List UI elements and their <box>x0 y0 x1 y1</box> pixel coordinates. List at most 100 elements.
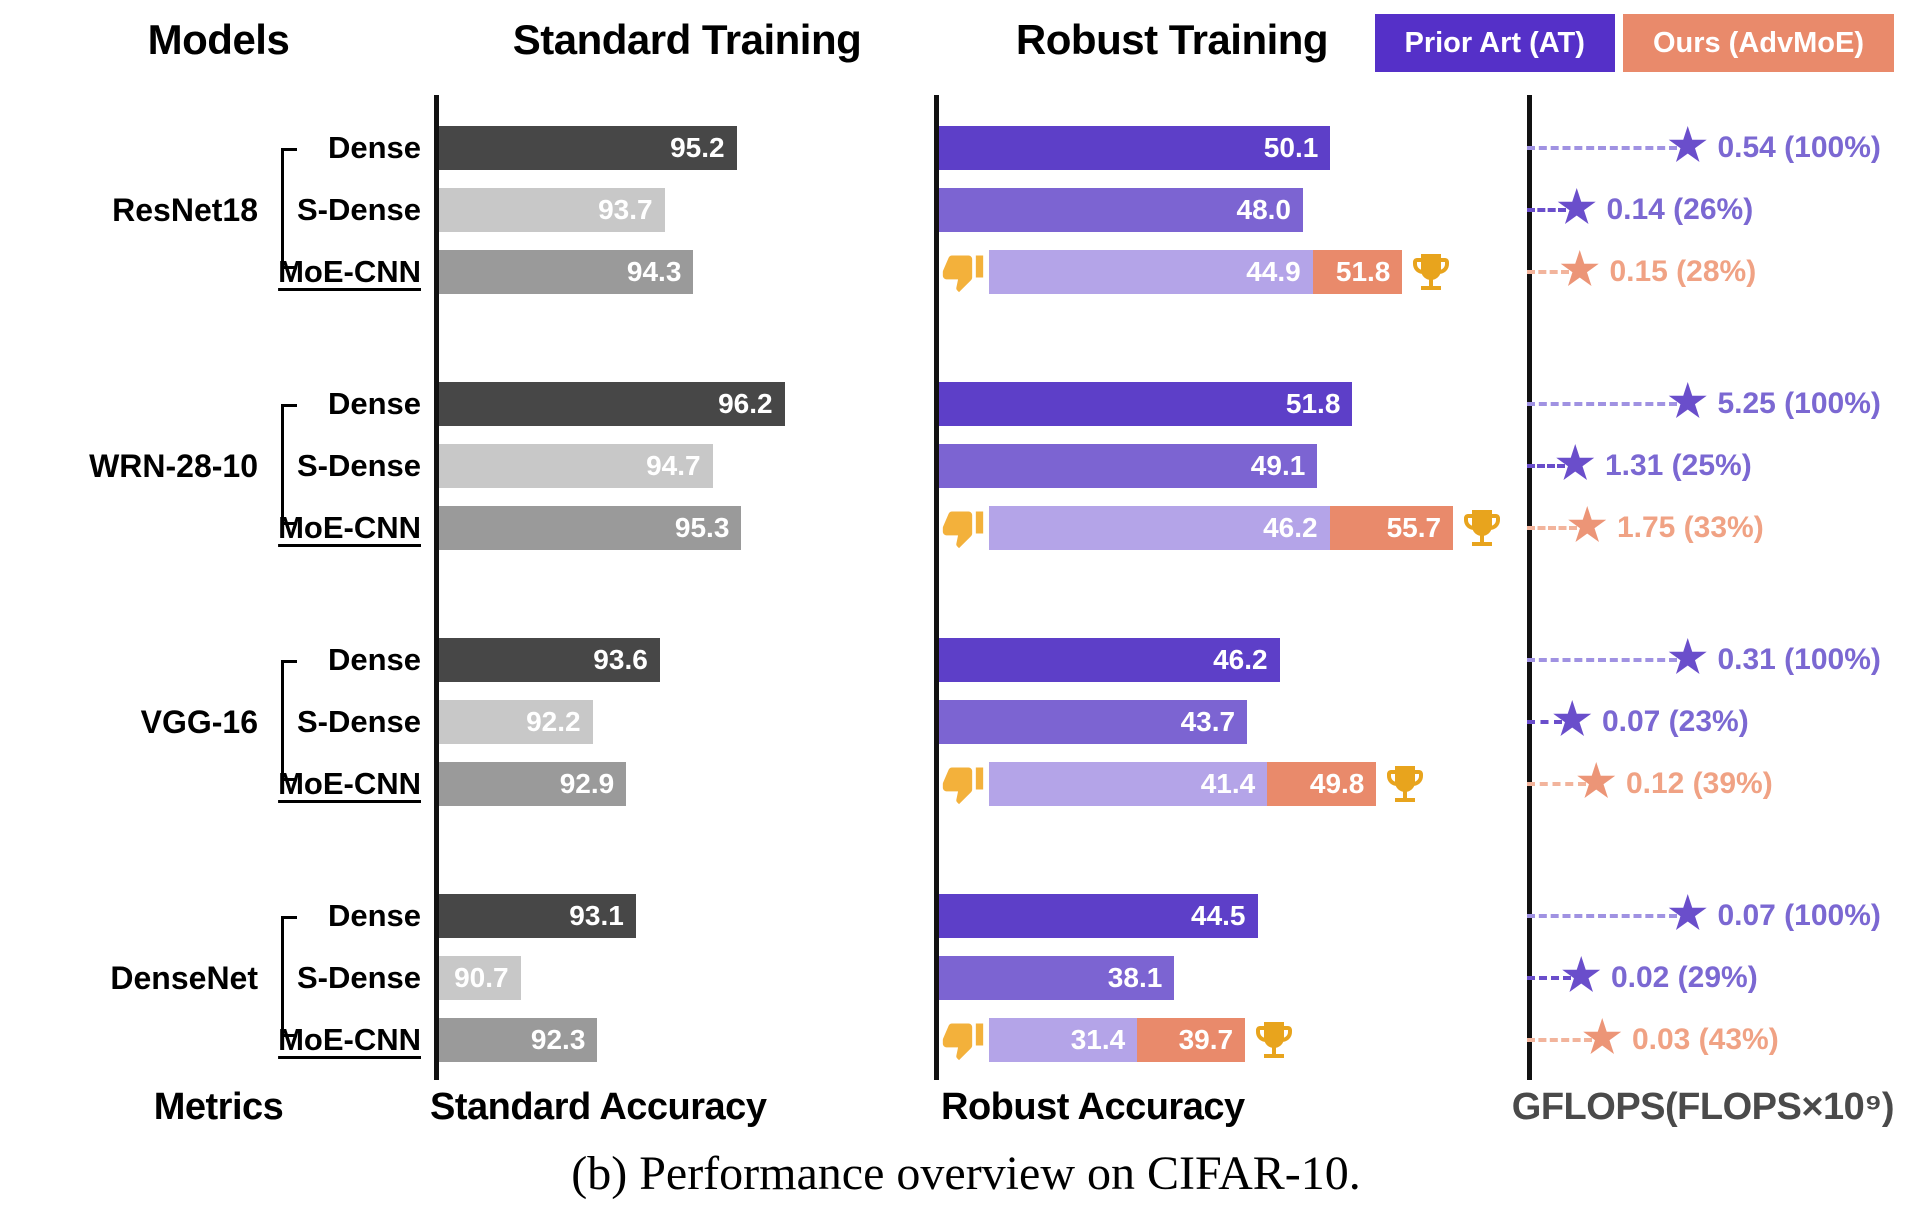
standard-bar-cell: 93.6 <box>439 638 939 682</box>
robust-bar-cell: 44.9 51.8 <box>939 248 1527 296</box>
gflops-value: 5.25 (100%) <box>1717 387 1881 420</box>
trophy-icon <box>1406 248 1456 296</box>
gflops-axis-line <box>1527 95 1532 1080</box>
robust-accuracy-bar: 49.1 <box>939 444 1318 488</box>
model-group: ResNet18 Dense 95.2 50.1 ★ 0.54 (100%) S-Dense… <box>0 117 1932 303</box>
gflops-star-icon: ★ <box>1668 888 1708 938</box>
standard-accuracy-value: 93.6 <box>593 644 648 675</box>
standard-accuracy-bar: 90.7 <box>439 956 521 1000</box>
models-header: Models <box>147 16 290 63</box>
standard-bar-cell: 93.7 <box>439 188 939 232</box>
robust-accuracy-metric-label: Robust Accuracy <box>941 1086 1245 1128</box>
robust-accuracy-bar: 46.2 <box>939 638 1280 682</box>
trophy-icon <box>1457 504 1507 552</box>
trophy-icon <box>1249 1016 1299 1064</box>
variant-label: MoE-CNN <box>278 254 421 289</box>
gflops-star-icon: ★ <box>1576 756 1616 806</box>
standard-bar-cell: 94.7 <box>439 444 939 488</box>
gflops-value: 0.31 (100%) <box>1717 643 1881 676</box>
robust-at-value: 31.4 <box>1070 1024 1126 1055</box>
robust-at-value: 46.2 <box>1263 512 1318 543</box>
standard-bar-cell: 92.3 <box>439 1018 939 1062</box>
standard-accuracy-bar: 96.2 <box>439 382 785 426</box>
robust-accuracy-value: 43.7 <box>1180 706 1236 737</box>
group-bracket <box>281 404 297 525</box>
robust-bar-cell: 49.1 <box>939 444 1527 488</box>
gflops-value: 0.54 (100%) <box>1717 131 1881 164</box>
gflops-dash-line <box>1527 402 1677 406</box>
variant-label: S-Dense <box>296 960 421 995</box>
model-groups: ResNet18 Dense 95.2 50.1 ★ 0.54 (100%) S-Dense… <box>0 117 1932 1141</box>
gflops-dash-line <box>1527 208 1566 212</box>
standard-accuracy-bar: 94.7 <box>439 444 713 488</box>
robust-ours-bar: 51.8 <box>1312 250 1403 294</box>
chart-row: Dense 93.1 44.5 ★ 0.07 (100%) <box>0 885 1932 947</box>
variant-label: Dense <box>327 386 421 421</box>
gflops-star-icon: ★ <box>1668 632 1708 682</box>
robust-bar-cell: 46.2 <box>939 638 1527 682</box>
robust-bar-cell: 43.7 <box>939 700 1527 744</box>
figure-caption: (b) Performance overview on CIFAR-10. <box>571 1147 1361 1200</box>
robust-ours-bar: 55.7 <box>1329 506 1454 550</box>
robust-bar-cell: 46.2 55.7 <box>939 504 1527 552</box>
standard-bar-cell: 92.9 <box>439 762 939 806</box>
standard-bar-cell: 94.3 <box>439 250 939 294</box>
gflops-value: 0.07 (100%) <box>1717 899 1881 932</box>
model-name-label: ResNet18 <box>112 191 258 228</box>
gflops-metric-label: GFLOPS(FLOPS×10⁹) <box>1511 1086 1895 1128</box>
standard-axis-line <box>434 95 439 1080</box>
robust-accuracy-value: 51.8 <box>1285 388 1341 419</box>
model-group: DenseNet Dense 93.1 44.5 ★ 0.07 (100%) S-Dense… <box>0 885 1932 1071</box>
standard-accuracy-value: 95.3 <box>674 512 730 543</box>
standard-bar-cell: 90.7 <box>439 956 939 1000</box>
standard-accuracy-bar: 93.1 <box>439 894 636 938</box>
standard-accuracy-bar: 93.6 <box>439 638 660 682</box>
gflops-cell: ★ 1.75 (33%) <box>1527 503 1932 548</box>
standard-accuracy-value: 93.7 <box>598 194 653 225</box>
standard-accuracy-value: 92.3 <box>530 1024 586 1055</box>
robust-bar-cell: 50.1 <box>939 126 1527 170</box>
robust-accuracy-value: 50.1 <box>1263 132 1319 163</box>
standard-accuracy-value: 95.2 <box>670 132 725 163</box>
robust-axis-line <box>934 95 939 1080</box>
robust-bar-cell: 38.1 <box>939 956 1527 1000</box>
standard-accuracy-value: 93.1 <box>569 900 624 931</box>
gflops-star-icon: ★ <box>1567 500 1607 550</box>
gflops-star-icon: ★ <box>1561 950 1601 1000</box>
variant-label: Dense <box>327 642 421 677</box>
gflops-value: 0.12 (39%) <box>1625 767 1773 800</box>
gflops-value: 0.07 (23%) <box>1601 705 1749 738</box>
gflops-dash-line <box>1527 658 1677 662</box>
robust-bar-cell: 48.0 <box>939 188 1527 232</box>
chart-row: MoE-CNN 94.3 44.9 51.8 ★ 0.15 (28%) <box>0 241 1932 303</box>
gflops-star-icon: ★ <box>1552 694 1592 744</box>
standard-accuracy-value: 94.7 <box>646 450 701 481</box>
chart-row: Dense 95.2 50.1 ★ 0.54 (100%) <box>0 117 1932 179</box>
gflops-star-icon: ★ <box>1582 1012 1622 1062</box>
variant-label: MoE-CNN <box>278 510 421 545</box>
gflops-dash-line <box>1527 526 1577 530</box>
gflops-cell: ★ 0.14 (26%) <box>1527 185 1932 230</box>
gflops-dash-line <box>1527 146 1677 150</box>
model-name-label: VGG-16 <box>140 703 258 740</box>
gflops-cell: ★ 0.12 (39%) <box>1527 759 1932 804</box>
model-name-label: DenseNet <box>110 959 258 996</box>
gflops-cell: ★ 0.54 (100%) <box>1527 123 1932 168</box>
standard-accuracy-bar: 93.7 <box>439 188 665 232</box>
robust-at-bar: 44.9 <box>989 250 1313 294</box>
metrics-label: Metrics <box>153 1086 284 1128</box>
standard-accuracy-bar: 95.2 <box>439 126 737 170</box>
robust-accuracy-bar: 38.1 <box>939 956 1175 1000</box>
variant-label: S-Dense <box>296 704 421 739</box>
robust-ours-value: 55.7 <box>1386 512 1442 543</box>
gflops-cell: ★ 0.07 (100%) <box>1527 891 1932 936</box>
group-bracket <box>281 660 297 781</box>
model-group: VGG-16 Dense 93.6 46.2 ★ 0.31 (100%) S-Dense 92… <box>0 629 1932 815</box>
robust-ours-value: 51.8 <box>1335 256 1391 287</box>
robust-bar-cell: 51.8 <box>939 382 1527 426</box>
gflops-value: 1.75 (33%) <box>1616 511 1764 544</box>
robust-accuracy-bar: 48.0 <box>939 188 1303 232</box>
gflops-value: 0.02 (29%) <box>1610 961 1758 994</box>
variant-label: Dense <box>327 898 421 933</box>
